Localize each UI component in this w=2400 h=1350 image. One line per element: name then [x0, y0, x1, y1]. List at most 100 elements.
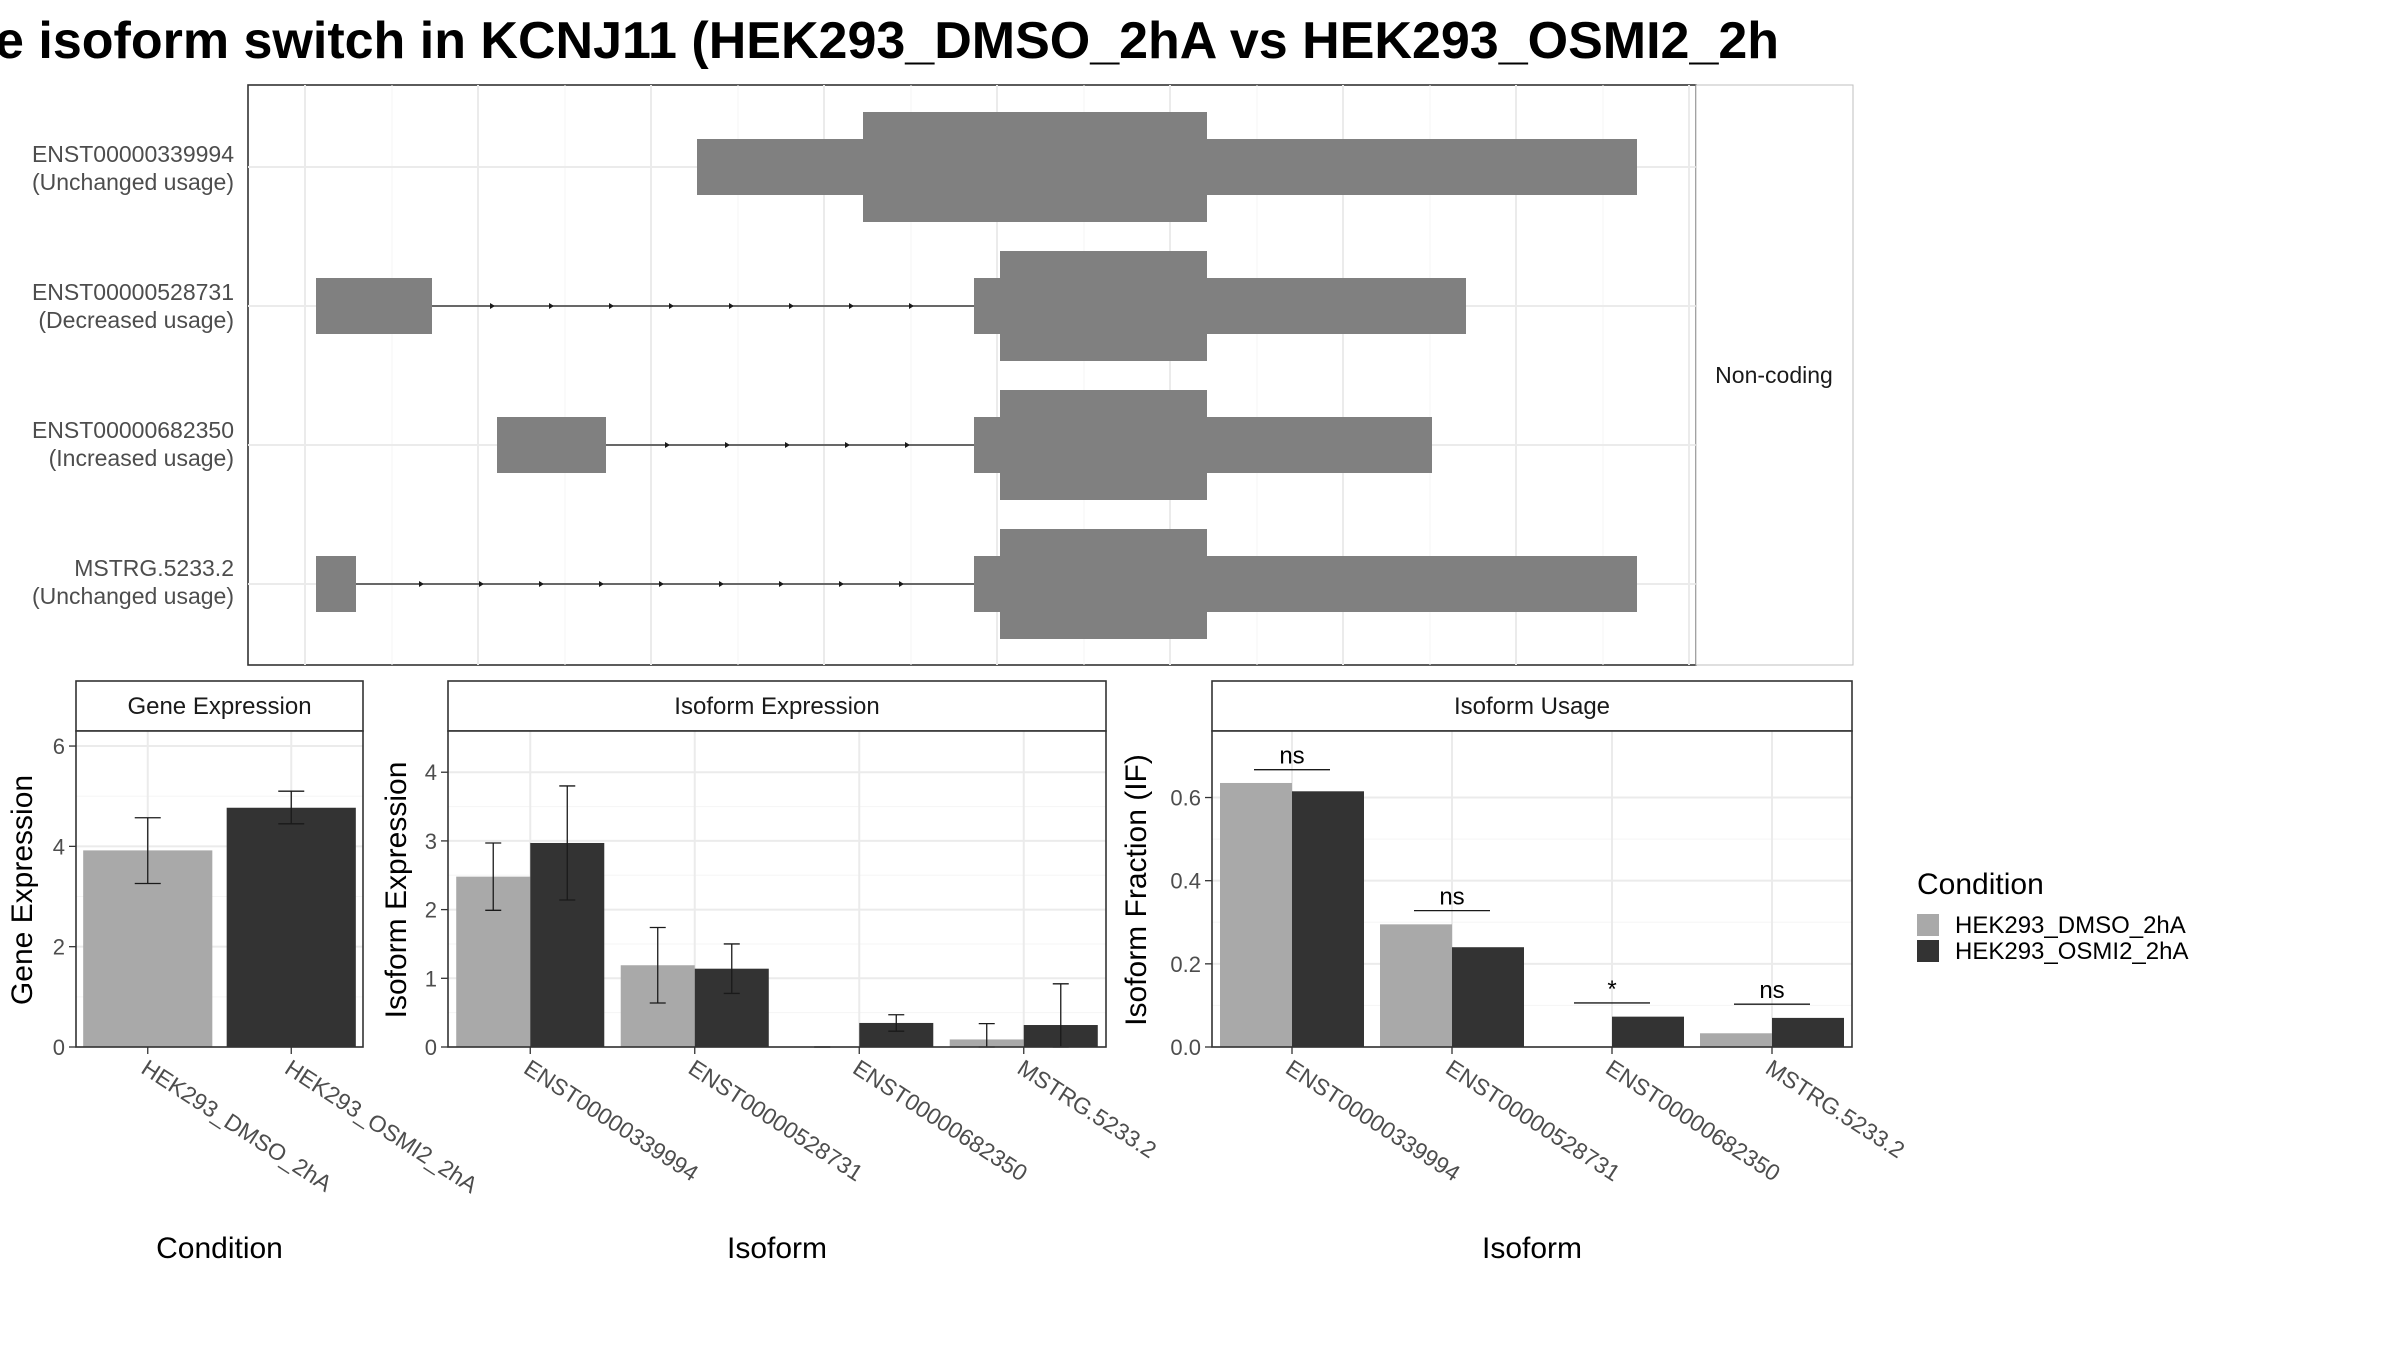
track-label-status: (Unchanged usage)	[32, 169, 234, 195]
intron-arrow	[419, 581, 424, 587]
exon-block	[1000, 390, 1207, 500]
exon-block	[863, 112, 1207, 222]
x-tick-label: ENST00000682350	[849, 1054, 1033, 1186]
y-tick-label: 2	[425, 898, 437, 923]
x-tick-label: ENST00000682350	[1601, 1054, 1785, 1186]
exon-block	[1207, 417, 1432, 473]
exon-block	[497, 417, 606, 473]
transcript-panel: Non-coding	[247, 84, 1854, 666]
y-tick-label: 0.4	[1170, 869, 1201, 894]
bar	[226, 807, 356, 1047]
x-tick-label: MSTRG.5233.2	[1013, 1054, 1161, 1163]
y-tick-label: 1	[425, 966, 437, 991]
intron-arrow	[665, 442, 670, 448]
panel-title: Isoform Expression	[674, 693, 879, 720]
track-label-id: ENST00000682350	[32, 417, 234, 443]
y-tick-label: 6	[53, 734, 65, 759]
bar	[1612, 1016, 1684, 1047]
x-tick-label: MSTRG.5233.2	[1761, 1054, 1909, 1163]
track-label-status: (Unchanged usage)	[32, 583, 234, 609]
x-tick-label: ENST00000339994	[1281, 1054, 1465, 1186]
y-tick-label: 3	[425, 829, 437, 854]
track-label-id: ENST00000528731	[32, 279, 234, 305]
bar	[1772, 1017, 1844, 1047]
isoform-usage-panel: Isoform Usage ns ns * ns 0.0 0.2 0.4 0.6 ENST000…	[1120, 680, 1909, 1265]
exon-block	[1207, 139, 1637, 195]
intron-arrow	[719, 581, 724, 587]
exon-block	[697, 139, 863, 195]
panel-strip	[75, 680, 364, 732]
isoform-expression-plot: 0 1 2 3 4 ENST00000339994ENST00000528731ENST0…	[425, 730, 1161, 1186]
y-tick-label: 4	[53, 834, 65, 859]
bar	[1700, 1033, 1772, 1047]
exon-block	[1000, 529, 1207, 639]
bar	[1380, 924, 1452, 1047]
intron-arrow	[490, 303, 495, 309]
plot-frame	[447, 730, 1107, 1048]
exon-block	[316, 278, 432, 334]
track-label-status: (Decreased usage)	[38, 307, 234, 333]
y-tick-label: 4	[425, 760, 437, 785]
significance-label: ns	[1439, 884, 1464, 911]
panel-strip	[1211, 680, 1853, 732]
intron-arrow	[909, 303, 914, 309]
exon-block	[316, 556, 356, 612]
y-tick-label: 0.2	[1170, 952, 1201, 977]
intron-arrow	[669, 303, 674, 309]
intron-arrow	[729, 303, 734, 309]
panel-strip	[447, 680, 1107, 732]
track-label-id: MSTRG.5233.2	[74, 555, 234, 581]
intron-arrow	[845, 442, 850, 448]
significance-label: ns	[1759, 977, 1784, 1004]
legend-swatch-dmso	[1917, 914, 1939, 936]
panel-title: Isoform Usage	[1454, 693, 1610, 720]
exon-block	[1207, 278, 1466, 334]
intron-arrow	[725, 442, 730, 448]
intron-arrow	[599, 581, 604, 587]
x-axis-title: Condition	[156, 1232, 283, 1265]
intron-arrow	[839, 581, 844, 587]
intron-arrow	[899, 581, 904, 587]
bar	[1452, 947, 1524, 1047]
figure-title: e isoform switch in KCNJ11 (HEK293_DMSO_…	[0, 12, 1779, 70]
plot-frame	[1211, 730, 1853, 1048]
significance-label: ns	[1279, 743, 1304, 770]
bar	[1220, 782, 1292, 1047]
plot-frame	[75, 730, 364, 1048]
significance-label: *	[1607, 976, 1616, 1003]
y-axis-title: Isoform Expression	[380, 762, 413, 1019]
legend-swatch-osmi2	[1917, 940, 1939, 962]
exon-block	[1000, 251, 1207, 361]
legend: Condition HEK293_DMSO_2hA HEK293_OSMI2_2…	[1917, 868, 2188, 965]
intron-arrow	[905, 442, 910, 448]
y-tick-label: 0	[425, 1035, 437, 1060]
track-labels: ENST00000339994 (Unchanged usage) ENST00…	[32, 141, 234, 609]
x-tick-label: ENST00000339994	[520, 1054, 704, 1186]
y-axis-title: Isoform Fraction (IF)	[1120, 754, 1153, 1026]
y-tick-label: 0	[53, 1035, 65, 1060]
track-label-status: (Increased usage)	[49, 445, 234, 471]
intron-arrow	[849, 303, 854, 309]
isoform-expression-panel: Isoform Expression 01234ENST00000339994E…	[380, 680, 1161, 1265]
intron-arrow	[789, 303, 794, 309]
exon-block	[974, 417, 1000, 473]
track-label-id: ENST00000339994	[32, 141, 234, 167]
y-axis-title: Gene Expression	[6, 775, 39, 1005]
x-tick-label: ENST00000528731	[1441, 1054, 1625, 1186]
panel-title: Gene Expression	[127, 693, 311, 720]
intron-arrow	[659, 581, 664, 587]
exon-block	[1207, 556, 1637, 612]
legend-title: Condition	[1917, 868, 2044, 901]
intron-arrow	[549, 303, 554, 309]
exon-block	[974, 278, 1000, 334]
legend-label: HEK293_DMSO_2hA	[1955, 912, 2186, 939]
y-tick-label: 0.6	[1170, 786, 1201, 811]
intron-arrow	[785, 442, 790, 448]
facet-strip-label: Non-coding	[1715, 362, 1833, 388]
exon-block	[974, 556, 1000, 612]
y-tick-label: 2	[53, 935, 65, 960]
intron-arrow	[779, 581, 784, 587]
x-tick-label: ENST00000528731	[684, 1054, 868, 1186]
